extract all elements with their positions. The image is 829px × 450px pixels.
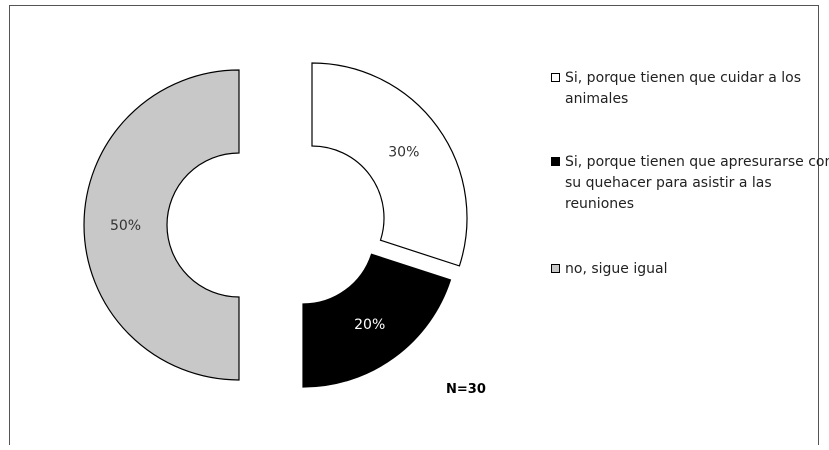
legend-item-apresurarse: Si, porque tienen que apresurarse con su… [551, 152, 829, 259]
slice-apresurarse [302, 253, 452, 388]
data-label-sigue-igual: 50% [110, 218, 141, 234]
data-label-cuidar-animales: 30% [388, 144, 419, 160]
legend: Si, porque tienen que cuidar a los anima… [551, 68, 829, 280]
slice-cuidar-animales [311, 62, 468, 267]
slice-sigue-igual [83, 69, 240, 381]
legend-item-cuidar-animales: Si, porque tienen que cuidar a los anima… [551, 68, 821, 152]
sample-size-annotation: N=30 [446, 382, 486, 397]
data-label-apresurarse: 20% [354, 317, 385, 333]
legend-label: no, sigue igual [565, 261, 668, 277]
legend-label: Si, porque tienen que cuidar a los anima… [565, 70, 801, 107]
legend-item-sigue-igual: no, sigue igual [551, 259, 821, 280]
legend-label: Si, porque tienen que apresurarse con su… [565, 154, 829, 212]
legend-swatch-gray [551, 264, 560, 273]
legend-swatch-white [551, 73, 560, 82]
legend-swatch-black [551, 157, 560, 166]
